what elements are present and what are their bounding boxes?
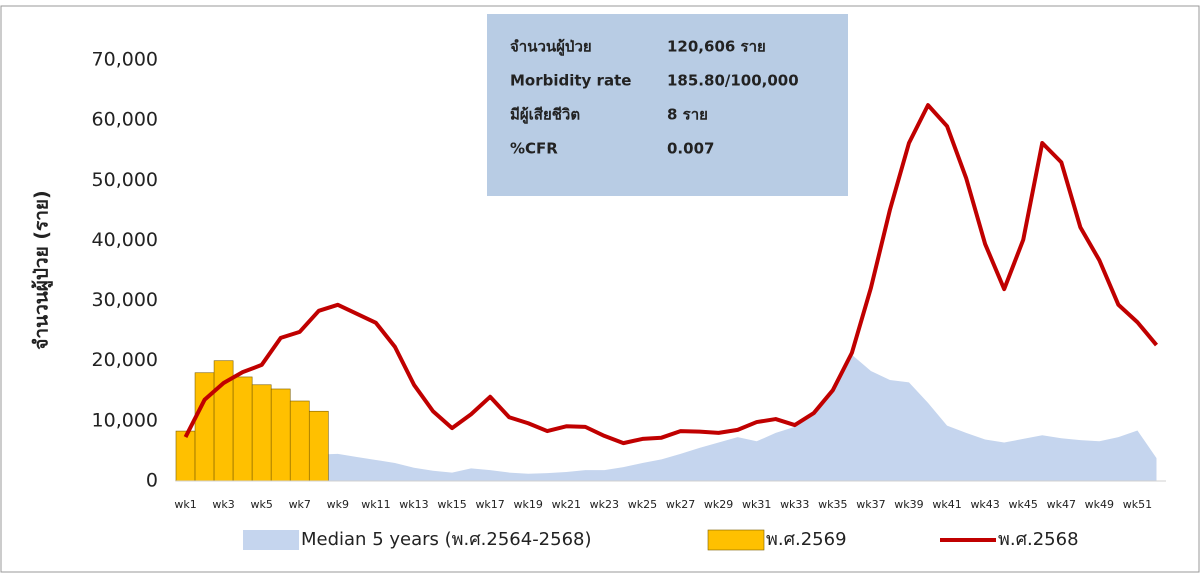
bar xyxy=(270,388,291,482)
x-tick-label: wk19 xyxy=(514,498,543,511)
legend-label: Median 5 years (พ.ศ.2564-2568) xyxy=(301,529,592,550)
y-tick-label: 40,000 xyxy=(92,229,158,251)
x-tick-label: wk5 xyxy=(250,498,272,511)
x-tick-label: wk3 xyxy=(212,498,234,511)
x-tick-label: wk9 xyxy=(327,498,349,511)
x-tick-label: wk13 xyxy=(399,498,428,511)
x-tick-label: wk45 xyxy=(1009,498,1038,511)
x-tick-label: wk17 xyxy=(475,498,504,511)
x-tick-label: wk35 xyxy=(818,498,847,511)
y-tick-label: 50,000 xyxy=(92,169,158,191)
x-tick-label: wk15 xyxy=(437,498,466,511)
info-value: 0.007 xyxy=(667,140,714,158)
y-axis-label: จำนวนผู้ป่วย (ราย) xyxy=(31,190,54,349)
line xyxy=(183,103,1159,446)
x-tick-label: wk23 xyxy=(590,498,619,511)
x-tick-label: wk1 xyxy=(174,498,196,511)
area xyxy=(318,354,1157,481)
x-tick-label: wk49 xyxy=(1085,498,1114,511)
legend-swatch xyxy=(707,529,765,551)
x-tick-label: wk27 xyxy=(666,498,695,511)
bar xyxy=(175,430,196,482)
legend-label: พ.ศ.2569 xyxy=(766,529,847,550)
x-tick-label: wk31 xyxy=(742,498,771,511)
y-tick-label: 60,000 xyxy=(92,109,158,131)
legend-swatch xyxy=(243,530,299,550)
x-tick-label: wk33 xyxy=(780,498,809,511)
info-value: 8 ราย xyxy=(667,106,708,124)
bar xyxy=(308,410,329,482)
x-tick-label: wk43 xyxy=(970,498,999,511)
info-label: มีผู้เสียชีวิต xyxy=(510,106,580,125)
info-value: 185.80/100,000 xyxy=(667,72,799,90)
y-tick-label: 30,000 xyxy=(92,289,158,311)
info-box xyxy=(487,14,848,196)
y-tick-label: 20,000 xyxy=(92,349,158,371)
bar xyxy=(194,372,215,482)
x-tick-label: wk41 xyxy=(932,498,961,511)
x-tick-label: wk7 xyxy=(289,498,311,511)
x-tick-label: wk29 xyxy=(704,498,733,511)
y-tick-label: 70,000 xyxy=(92,49,158,71)
x-tick-label: wk11 xyxy=(361,498,390,511)
x-tick-label: wk39 xyxy=(894,498,923,511)
x-tick-label: wk25 xyxy=(628,498,657,511)
bar xyxy=(232,376,253,482)
bar xyxy=(251,384,272,482)
info-value: 120,606 ราย xyxy=(667,38,766,56)
x-tick-label: wk21 xyxy=(552,498,581,511)
info-label: %CFR xyxy=(510,140,558,158)
info-label: จำนวนผู้ป่วย xyxy=(510,38,592,57)
x-tick-label: wk37 xyxy=(856,498,885,511)
y-tick-label: 0 xyxy=(146,470,158,492)
y-tick-label: 10,000 xyxy=(92,409,158,431)
x-tick-label: wk47 xyxy=(1047,498,1076,511)
x-tick-label: wk51 xyxy=(1123,498,1152,511)
legend-label: พ.ศ.2568 xyxy=(998,529,1079,550)
info-label: Morbidity rate xyxy=(510,72,631,90)
bar xyxy=(289,400,310,482)
